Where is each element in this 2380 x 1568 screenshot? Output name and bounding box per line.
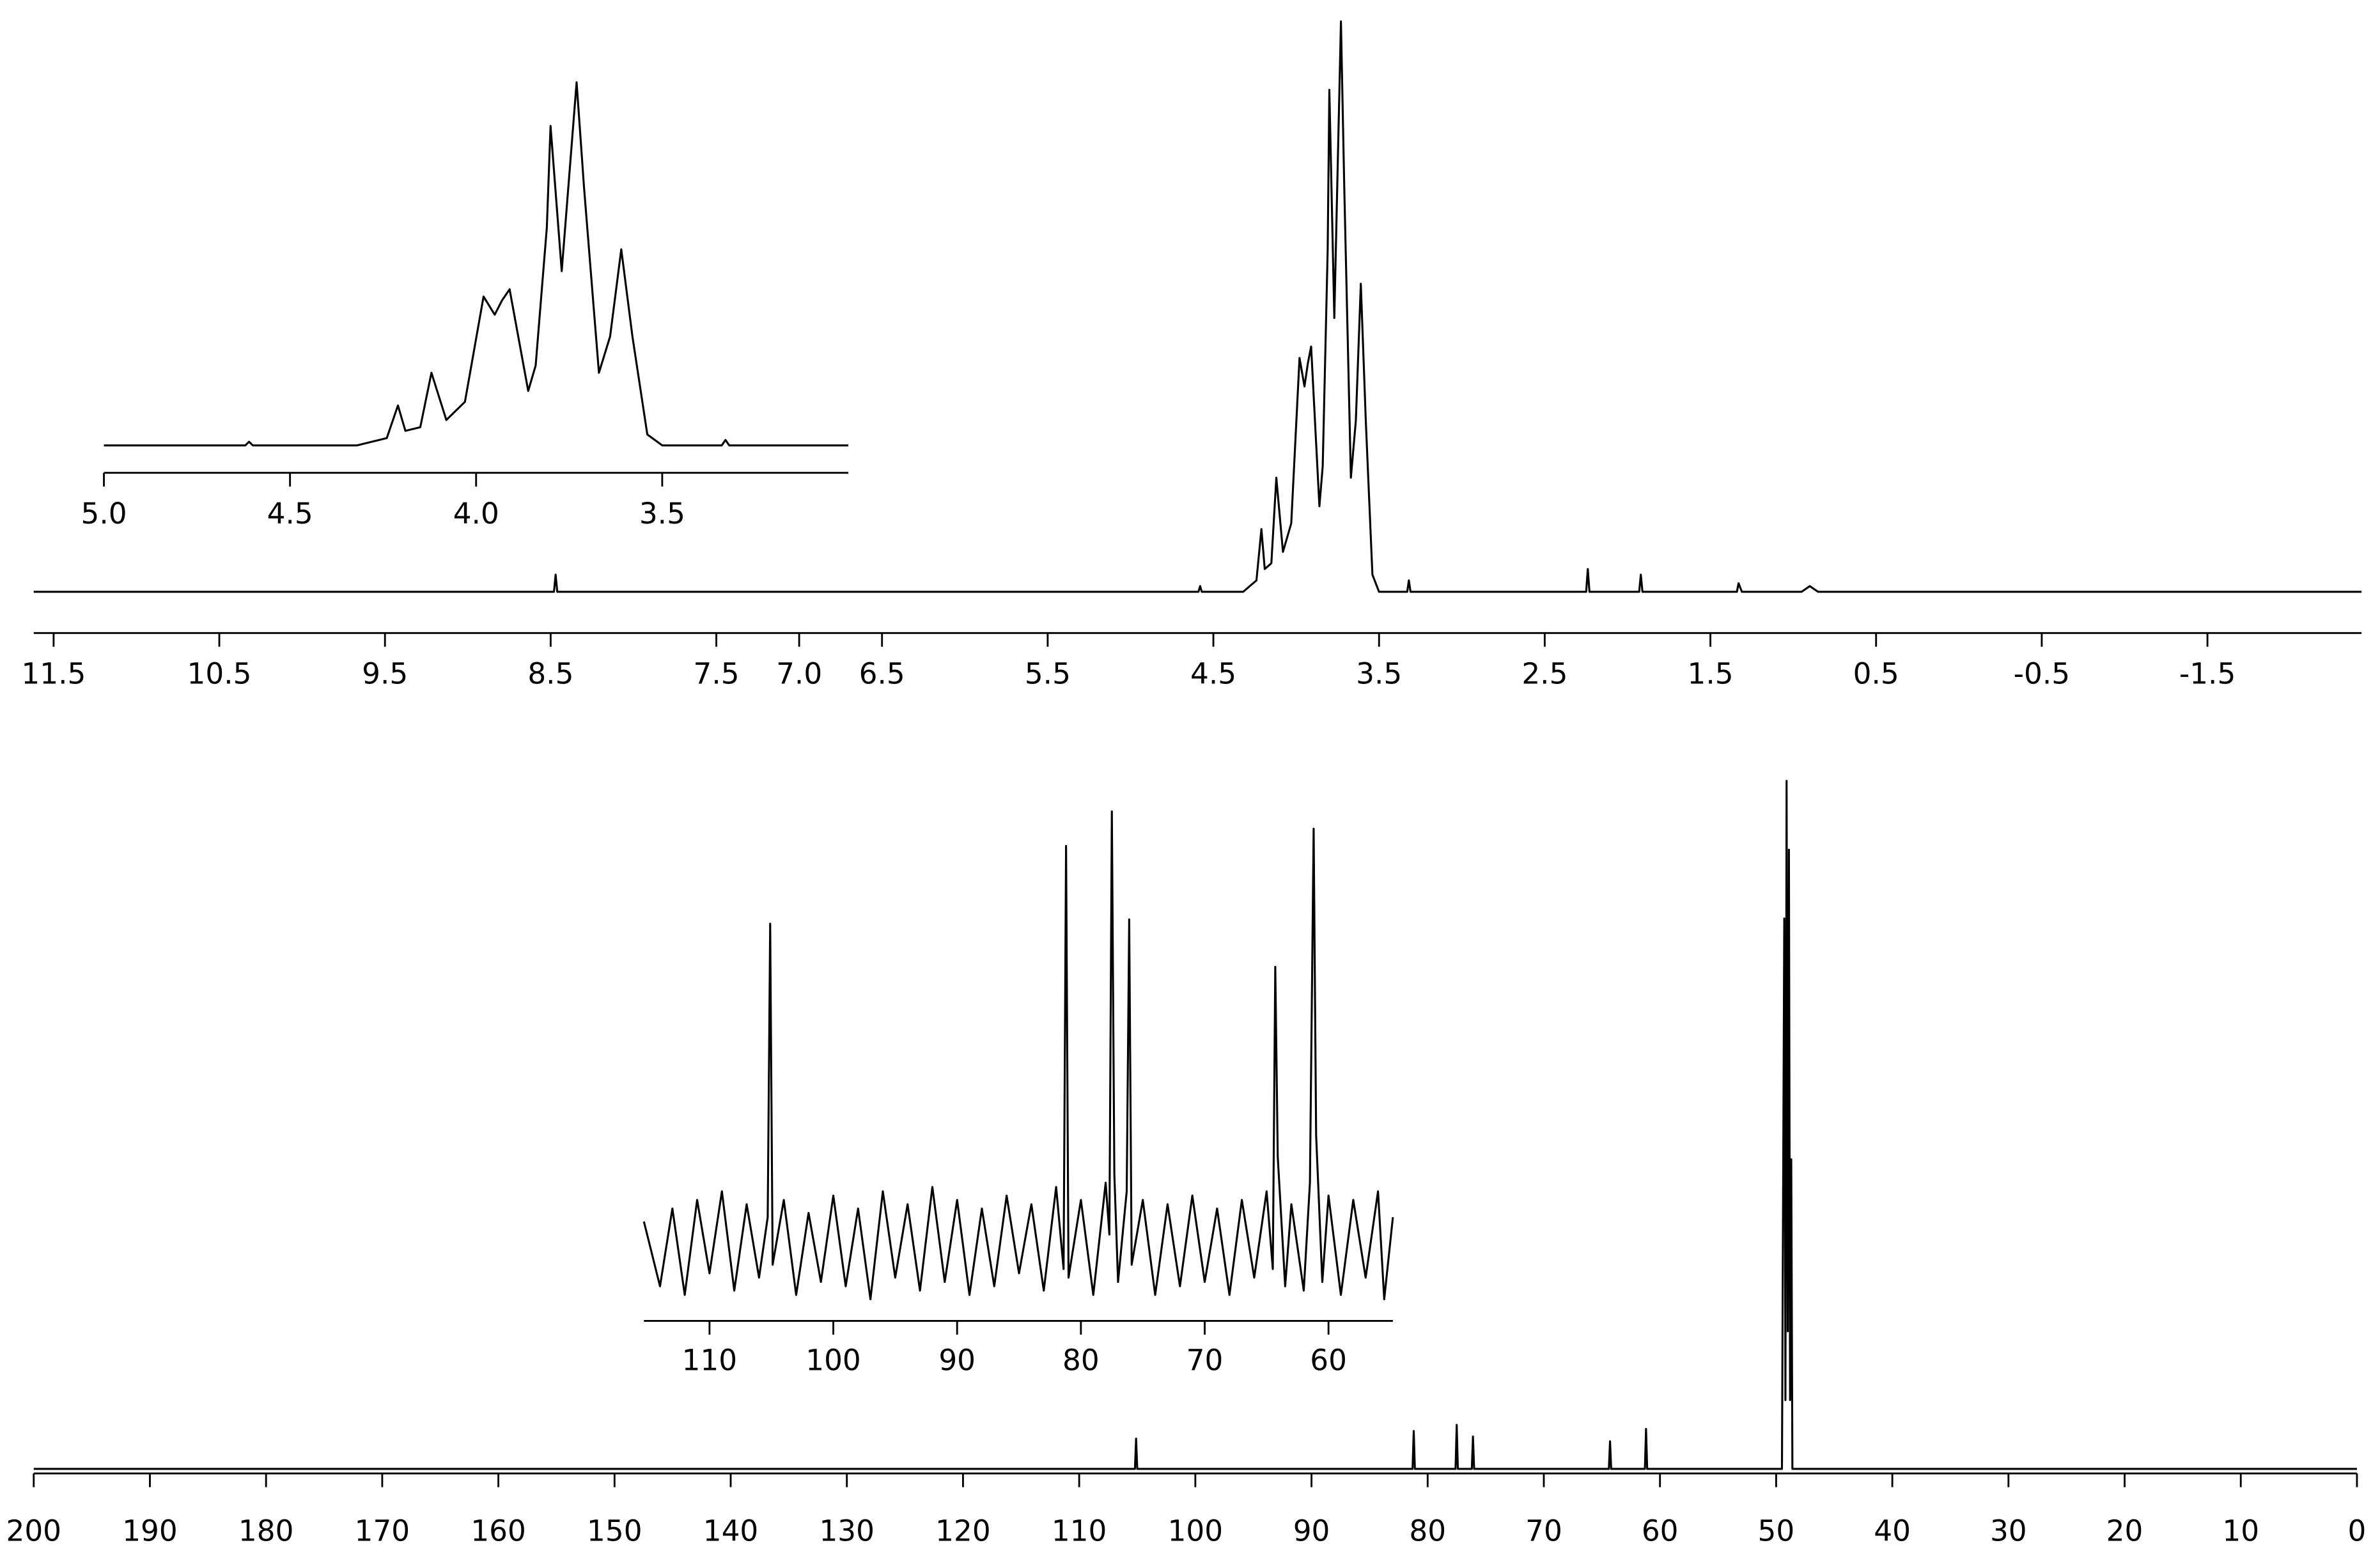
- x-tick-label: 100: [1168, 1514, 1224, 1548]
- x-tick-label: 30: [1990, 1514, 2027, 1548]
- x-tick-label: 7.0: [776, 657, 822, 691]
- x-tick-label: 3.5: [1356, 657, 1402, 691]
- x-tick-label: 40: [1874, 1514, 1911, 1548]
- x-tick-label: 2.5: [1521, 657, 1567, 691]
- spectrum-line: [104, 81, 848, 447]
- x-tick-label: 180: [238, 1514, 294, 1548]
- x-tick-label: 6.5: [859, 657, 905, 691]
- x-tick-label: 110: [682, 1343, 738, 1377]
- x-tick-label: 200: [6, 1514, 62, 1548]
- x-tick-label: 120: [935, 1514, 991, 1548]
- x-tick-label: 7.5: [693, 657, 739, 691]
- x-tick-label: 110: [1052, 1514, 1107, 1548]
- x-tick-label: 150: [587, 1514, 642, 1548]
- x-tick-label: 10.5: [187, 657, 252, 691]
- x-tick-label: 20: [2106, 1514, 2143, 1548]
- x-tick-label: 170: [355, 1514, 410, 1548]
- x-tick-label: 70: [1186, 1343, 1224, 1377]
- x-tick-label: 4.0: [453, 497, 499, 531]
- x-tick-label: -0.5: [2014, 657, 2070, 691]
- x-tick-label: 3.5: [639, 497, 685, 531]
- x-tick-label: 70: [1525, 1514, 1562, 1548]
- x-tick-label: 80: [1062, 1343, 1100, 1377]
- x-tick-label: 1.5: [1688, 657, 1734, 691]
- x-tick-label: 5.5: [1025, 657, 1071, 691]
- spectrum-line: [642, 810, 1394, 1301]
- x-tick-label: 9.5: [362, 657, 408, 691]
- x-tick-label: 80: [1409, 1514, 1446, 1548]
- x-tick-label: 4.5: [1190, 657, 1236, 691]
- x-tick-label: -1.5: [2179, 657, 2236, 691]
- x-tick-label: 8.5: [527, 657, 573, 691]
- x-tick-label: 0: [2348, 1514, 2367, 1548]
- x-tick-label: 10: [2222, 1514, 2259, 1548]
- x-tick-label: 90: [938, 1343, 976, 1377]
- x-tick-label: 160: [471, 1514, 526, 1548]
- x-tick-label: 11.5: [21, 657, 86, 691]
- spectrum-line: [33, 780, 2357, 1470]
- x-tick-label: 5.0: [81, 497, 127, 531]
- x-tick-label: 190: [122, 1514, 178, 1548]
- x-tick-label: 50: [1758, 1514, 1795, 1548]
- spectrum-line: [33, 20, 2362, 593]
- x-tick-label: 60: [1642, 1514, 1679, 1548]
- x-tick-label: 90: [1293, 1514, 1330, 1548]
- x-tick-label: 100: [805, 1343, 861, 1377]
- x-tick-label: 60: [1310, 1343, 1347, 1377]
- x-tick-label: 130: [819, 1514, 875, 1548]
- x-tick-label: 140: [703, 1514, 759, 1548]
- x-tick-label: 4.5: [267, 497, 313, 531]
- x-tick-label: 0.5: [1853, 657, 1899, 691]
